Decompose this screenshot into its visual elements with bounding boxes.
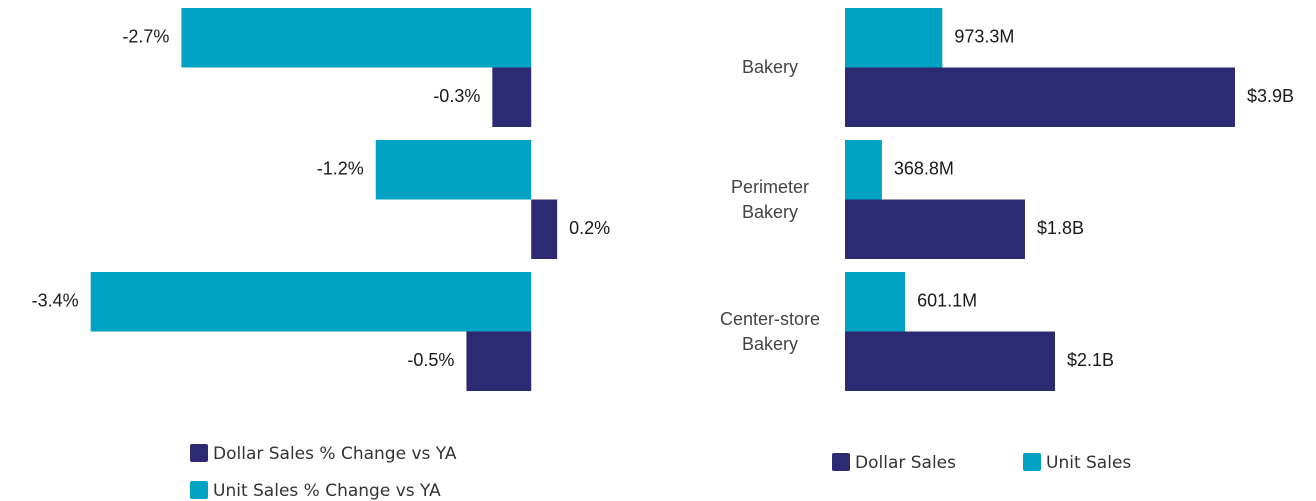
- legend-label: Unit Sales % Change vs YA: [213, 481, 441, 501]
- legend-label: Dollar Sales % Change vs YA: [213, 444, 457, 464]
- bar: [845, 331, 1055, 391]
- category-label: Perimeter Bakery: [730, 177, 810, 222]
- value-label: 601.1M: [917, 291, 977, 311]
- legend-swatch: [190, 444, 208, 462]
- bar: [90, 272, 532, 332]
- bar: [181, 8, 532, 68]
- legend-swatch: [190, 481, 208, 499]
- bar: [845, 67, 1235, 127]
- bar: [845, 199, 1025, 259]
- legend-label: Dollar Sales: [855, 453, 956, 473]
- legend-swatch: [832, 453, 850, 471]
- value-label: $1.8B: [1037, 218, 1084, 238]
- bar: [466, 331, 532, 391]
- value-label: -1.2%: [317, 159, 364, 179]
- value-label: -2.7%: [122, 27, 169, 47]
- value-label: $3.9B: [1247, 86, 1294, 106]
- value-label: $2.1B: [1067, 350, 1114, 370]
- value-label: 973.3M: [954, 27, 1014, 47]
- value-label: -0.3%: [433, 86, 480, 106]
- bar: [375, 140, 532, 200]
- legend-label: Unit Sales: [1046, 453, 1131, 473]
- category-label-text: Center-store Bakery: [719, 309, 821, 354]
- bar: [845, 140, 882, 200]
- legend-swatch: [1023, 453, 1041, 471]
- value-label: 0.2%: [569, 218, 610, 238]
- bar: [492, 67, 532, 127]
- category-label-text: Perimeter Bakery: [730, 177, 810, 222]
- value-label: 368.8M: [894, 159, 954, 179]
- value-label: -0.5%: [407, 350, 454, 370]
- value-label: -3.4%: [32, 291, 79, 311]
- bar: [845, 272, 906, 332]
- bar: [531, 199, 558, 259]
- category-label-text: Bakery: [741, 57, 799, 78]
- bar: [845, 8, 943, 68]
- category-label: Bakery: [741, 57, 799, 78]
- category-label: Center-store Bakery: [719, 309, 821, 354]
